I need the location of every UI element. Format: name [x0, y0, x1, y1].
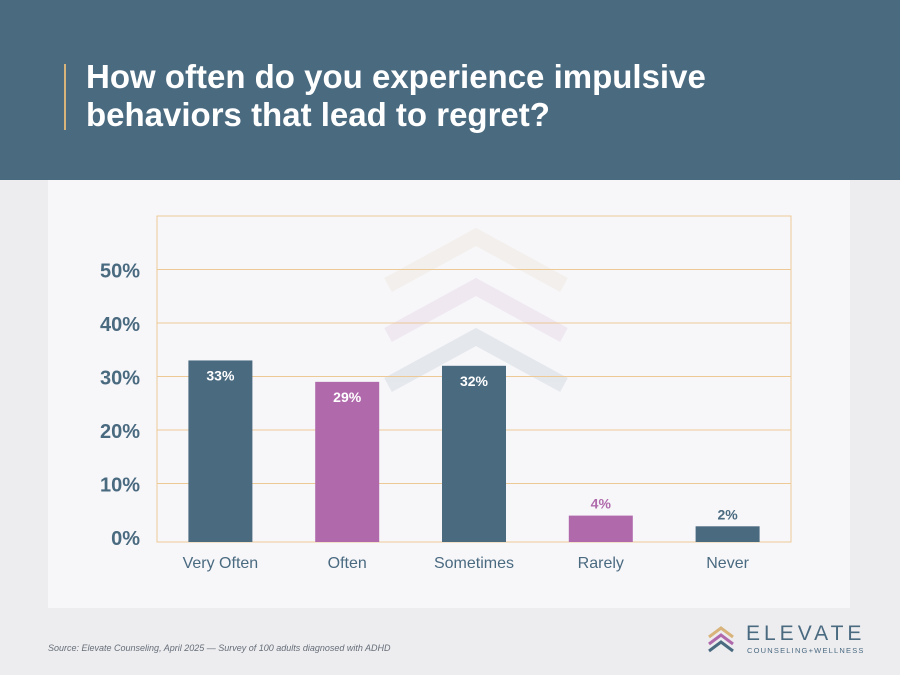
watermark-chevrons-icon — [384, 227, 568, 393]
elevate-logo: ELEVATE COUNSELING+WELLNESS — [706, 620, 863, 660]
bar — [315, 381, 380, 542]
data-label: 2% — [717, 506, 738, 522]
y-tick-label: 20% — [100, 421, 140, 443]
source-note: Source: Elevate Counseling, April 2025 —… — [48, 643, 391, 653]
y-tick-label: 50% — [100, 261, 140, 283]
data-label: 32% — [460, 373, 489, 389]
page-title: How often do you experience impulsive be… — [86, 58, 706, 133]
logo-chevrons-icon — [708, 626, 734, 653]
header-banner: How often do you experience impulsive be… — [0, 0, 900, 180]
y-tick-label: 30% — [100, 368, 140, 390]
x-tick-label: Often — [328, 555, 367, 572]
data-label: 4% — [591, 496, 612, 512]
bar — [568, 515, 633, 542]
y-tick-label: 0% — [111, 528, 140, 550]
x-tick-label: Rarely — [578, 555, 624, 572]
data-label: 33% — [206, 367, 235, 383]
data-label: 29% — [333, 389, 362, 405]
bar — [695, 526, 760, 542]
title-accent-line — [64, 64, 66, 130]
y-tick-label: 40% — [100, 314, 140, 336]
logo-brand-text: ELEVATE — [746, 622, 866, 645]
bar — [188, 360, 253, 542]
bar — [442, 365, 506, 542]
y-tick-label: 10% — [100, 475, 140, 497]
x-tick-label: Sometimes — [434, 555, 514, 572]
x-tick-label: Very Often — [183, 555, 259, 572]
x-tick-label: Never — [706, 555, 749, 572]
logo-tagline: COUNSELING+WELLNESS — [747, 646, 865, 655]
